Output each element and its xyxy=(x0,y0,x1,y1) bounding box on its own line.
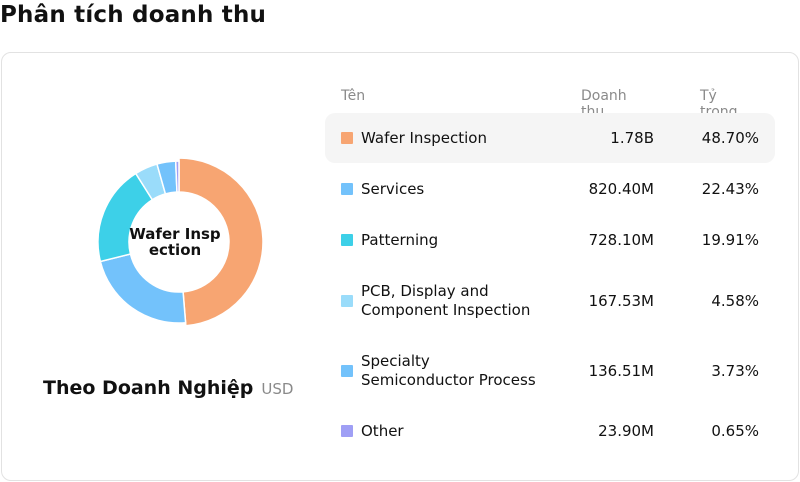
page-title: Phân tích doanh thu xyxy=(0,2,267,28)
row-revenue: 1.78B xyxy=(610,128,654,147)
row-revenue: 820.40M xyxy=(588,179,654,198)
caption-title: Theo Doanh Nghiệp xyxy=(43,377,254,399)
row-share: 48.70% xyxy=(701,128,759,147)
row-share: 3.73% xyxy=(711,361,759,380)
row-revenue: 23.90M xyxy=(598,421,654,440)
table-row[interactable]: Patterning 728.10M 19.91% xyxy=(325,215,775,265)
table-row[interactable]: Specialty Semiconductor Process 136.51M 3.7… xyxy=(325,336,775,406)
legend-swatch xyxy=(341,183,353,195)
row-name: PCB, Display and Component Inspection xyxy=(361,282,531,319)
chart-caption: Theo Doanh Nghiệp USD xyxy=(43,377,293,399)
table-row[interactable]: Other 23.90M 0.65% xyxy=(325,406,775,456)
header-name: Tên xyxy=(341,88,366,104)
table-row[interactable]: Wafer Inspection 1.78B 48.70% xyxy=(325,113,775,163)
row-name: Services xyxy=(361,179,425,198)
donut-slice-services[interactable] xyxy=(99,253,187,324)
table-row[interactable]: PCB, Display and Component Inspection 167.… xyxy=(325,266,775,336)
donut-slice-wafer-inspection[interactable] xyxy=(178,157,264,327)
donut-slice-other[interactable] xyxy=(174,160,180,193)
donut-chart[interactable] xyxy=(94,154,264,330)
row-revenue: 167.53M xyxy=(588,291,654,310)
legend-swatch xyxy=(341,132,353,144)
row-name: Wafer Inspection xyxy=(361,128,487,147)
legend-swatch xyxy=(341,234,353,246)
currency-unit: USD xyxy=(261,380,294,398)
donut-center-line: Wafer Insp xyxy=(129,225,221,243)
legend-swatch xyxy=(341,295,353,307)
legend-swatch xyxy=(341,365,353,377)
row-name: Other xyxy=(361,421,404,440)
legend-swatch xyxy=(341,425,353,437)
row-name: Patterning xyxy=(361,230,439,249)
row-share: 0.65% xyxy=(711,421,759,440)
donut-center-label: Wafer Insp ection xyxy=(125,226,225,258)
row-share: 4.58% xyxy=(711,291,759,310)
row-share: 22.43% xyxy=(701,179,759,198)
donut-center-line: ection xyxy=(148,241,202,259)
row-revenue: 136.51M xyxy=(588,361,654,380)
row-revenue: 728.10M xyxy=(588,230,654,249)
row-name: Specialty Semiconductor Process xyxy=(361,352,536,389)
table-row[interactable]: Services 820.40M 22.43% xyxy=(325,164,775,214)
row-share: 19.91% xyxy=(701,230,759,249)
